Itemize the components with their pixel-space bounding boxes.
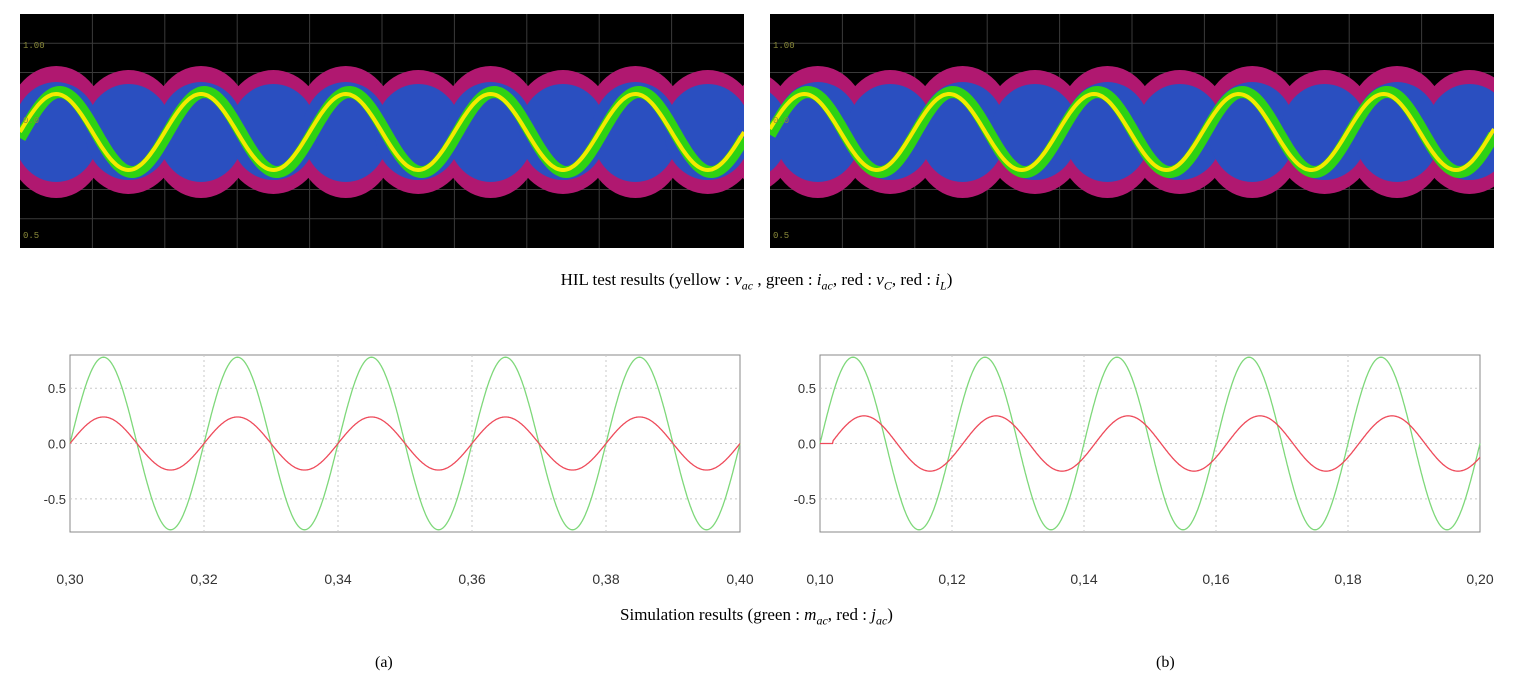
x-tick-label: 0,10 [806,571,833,587]
x-tick-label: 0,32 [190,571,217,587]
simulation-plot-b-svg: 0,10 0,12 0,14 0,16 0,18 0,20 0.5 0.0 -0.5 [794,354,1494,587]
x-tick-label: 0,38 [592,571,619,587]
blue-trace-lobe [1063,82,1151,182]
scope-tick-label: 0.5 [773,231,789,241]
simulation-plot-a: 0,30 0,32 0,34 0,36 0,38 0,40 0.5 0.0 -0.5 [30,350,760,590]
x-tick-label: 0,16 [1202,571,1229,587]
sim-caption-text: , red : [827,605,872,624]
red-series-line [69,416,741,471]
simulation-caption: Simulation results (green : mac, red : j… [0,605,1513,628]
simulation-plot-a-svg: 0,30 0,32 0,34 0,36 0,38 0,40 0.5 0.0 -0.5 [44,354,754,587]
y-tick-label: -0.5 [794,492,816,507]
sim-caption-text: ) [887,605,893,624]
il-subscript: L [940,278,947,293]
blue-trace-lobe [1281,84,1369,180]
blue-trace-lobe [1353,82,1441,182]
y-tick-label: 0.0 [798,437,816,452]
red-series-line [820,415,1481,472]
x-tick-label: 0,34 [324,571,351,587]
x-tick-label: 0,12 [938,571,965,587]
mac-subscript: ac [816,613,828,628]
panel-label-a: (a) [375,654,393,671]
x-tick-label: 0,40 [726,571,753,587]
vac-symbol: v [734,270,742,289]
y-tick-label: -0.5 [44,492,66,507]
x-tick-label: 0,14 [1070,571,1097,587]
hil-scope-b: 1.00 0.5 0.0 [770,14,1494,248]
vc-subscript: C [883,278,892,293]
mac-symbol: m [804,605,817,624]
hil-scope-a: 1.00 0.5 0.0 [20,14,744,248]
iac-symbol: i [816,270,822,289]
blue-trace-lobe [846,84,934,180]
jac-subscript: ac [875,613,888,628]
blue-trace-lobe [1136,84,1224,180]
hil-caption: HIL test results (yellow : vac , green :… [0,270,1513,293]
panel-label-b: (b) [1156,654,1175,671]
x-tick-label: 0,36 [458,571,485,587]
yellow-trace [770,91,1494,173]
hil-caption-text: , red : [891,270,936,289]
hil-scope-b-plot: 1.00 0.5 0.0 [770,14,1494,248]
x-tick-label: 0,18 [1334,571,1361,587]
y-tick-label: 0.5 [48,381,66,396]
x-tick-label: 0,30 [56,571,83,587]
scope-tick-label: 0.5 [23,231,39,241]
blue-trace-lobe [774,82,862,182]
yellow-trace [20,91,744,173]
y-tick-label: 0.5 [798,381,816,396]
blue-trace-lobe [991,84,1079,180]
blue-trace-lobe [919,82,1007,182]
y-tick-label: 0.0 [48,437,66,452]
il-symbol: i [935,270,941,289]
vac-subscript: ac [741,278,754,293]
green-series-line [819,356,1481,531]
blue-trace-lobe [1208,82,1296,182]
vc-symbol: v [876,270,884,289]
hil-scope-a-plot: 1.00 0.5 0.0 [20,14,744,248]
scope-tick-label: 1.00 [773,41,795,51]
sim-caption-text: Simulation results (green : [620,605,805,624]
iac-subscript: ac [821,278,833,293]
scope-tick-label: 1.00 [23,41,45,51]
x-tick-label: 0,20 [1466,571,1493,587]
hil-caption-text: , red : [832,270,877,289]
simulation-plot-b: 0,10 0,12 0,14 0,16 0,18 0,20 0.5 0.0 -0.5 [780,350,1500,590]
hil-caption-text: , green : [753,270,817,289]
hil-caption-text: ) [946,270,953,289]
scope-tick-label: 0.0 [773,116,789,126]
jac-symbol: j [871,605,876,624]
hil-caption-text: HIL test results (yellow : [560,270,735,289]
scope-tick-label: 0.0 [23,116,39,126]
